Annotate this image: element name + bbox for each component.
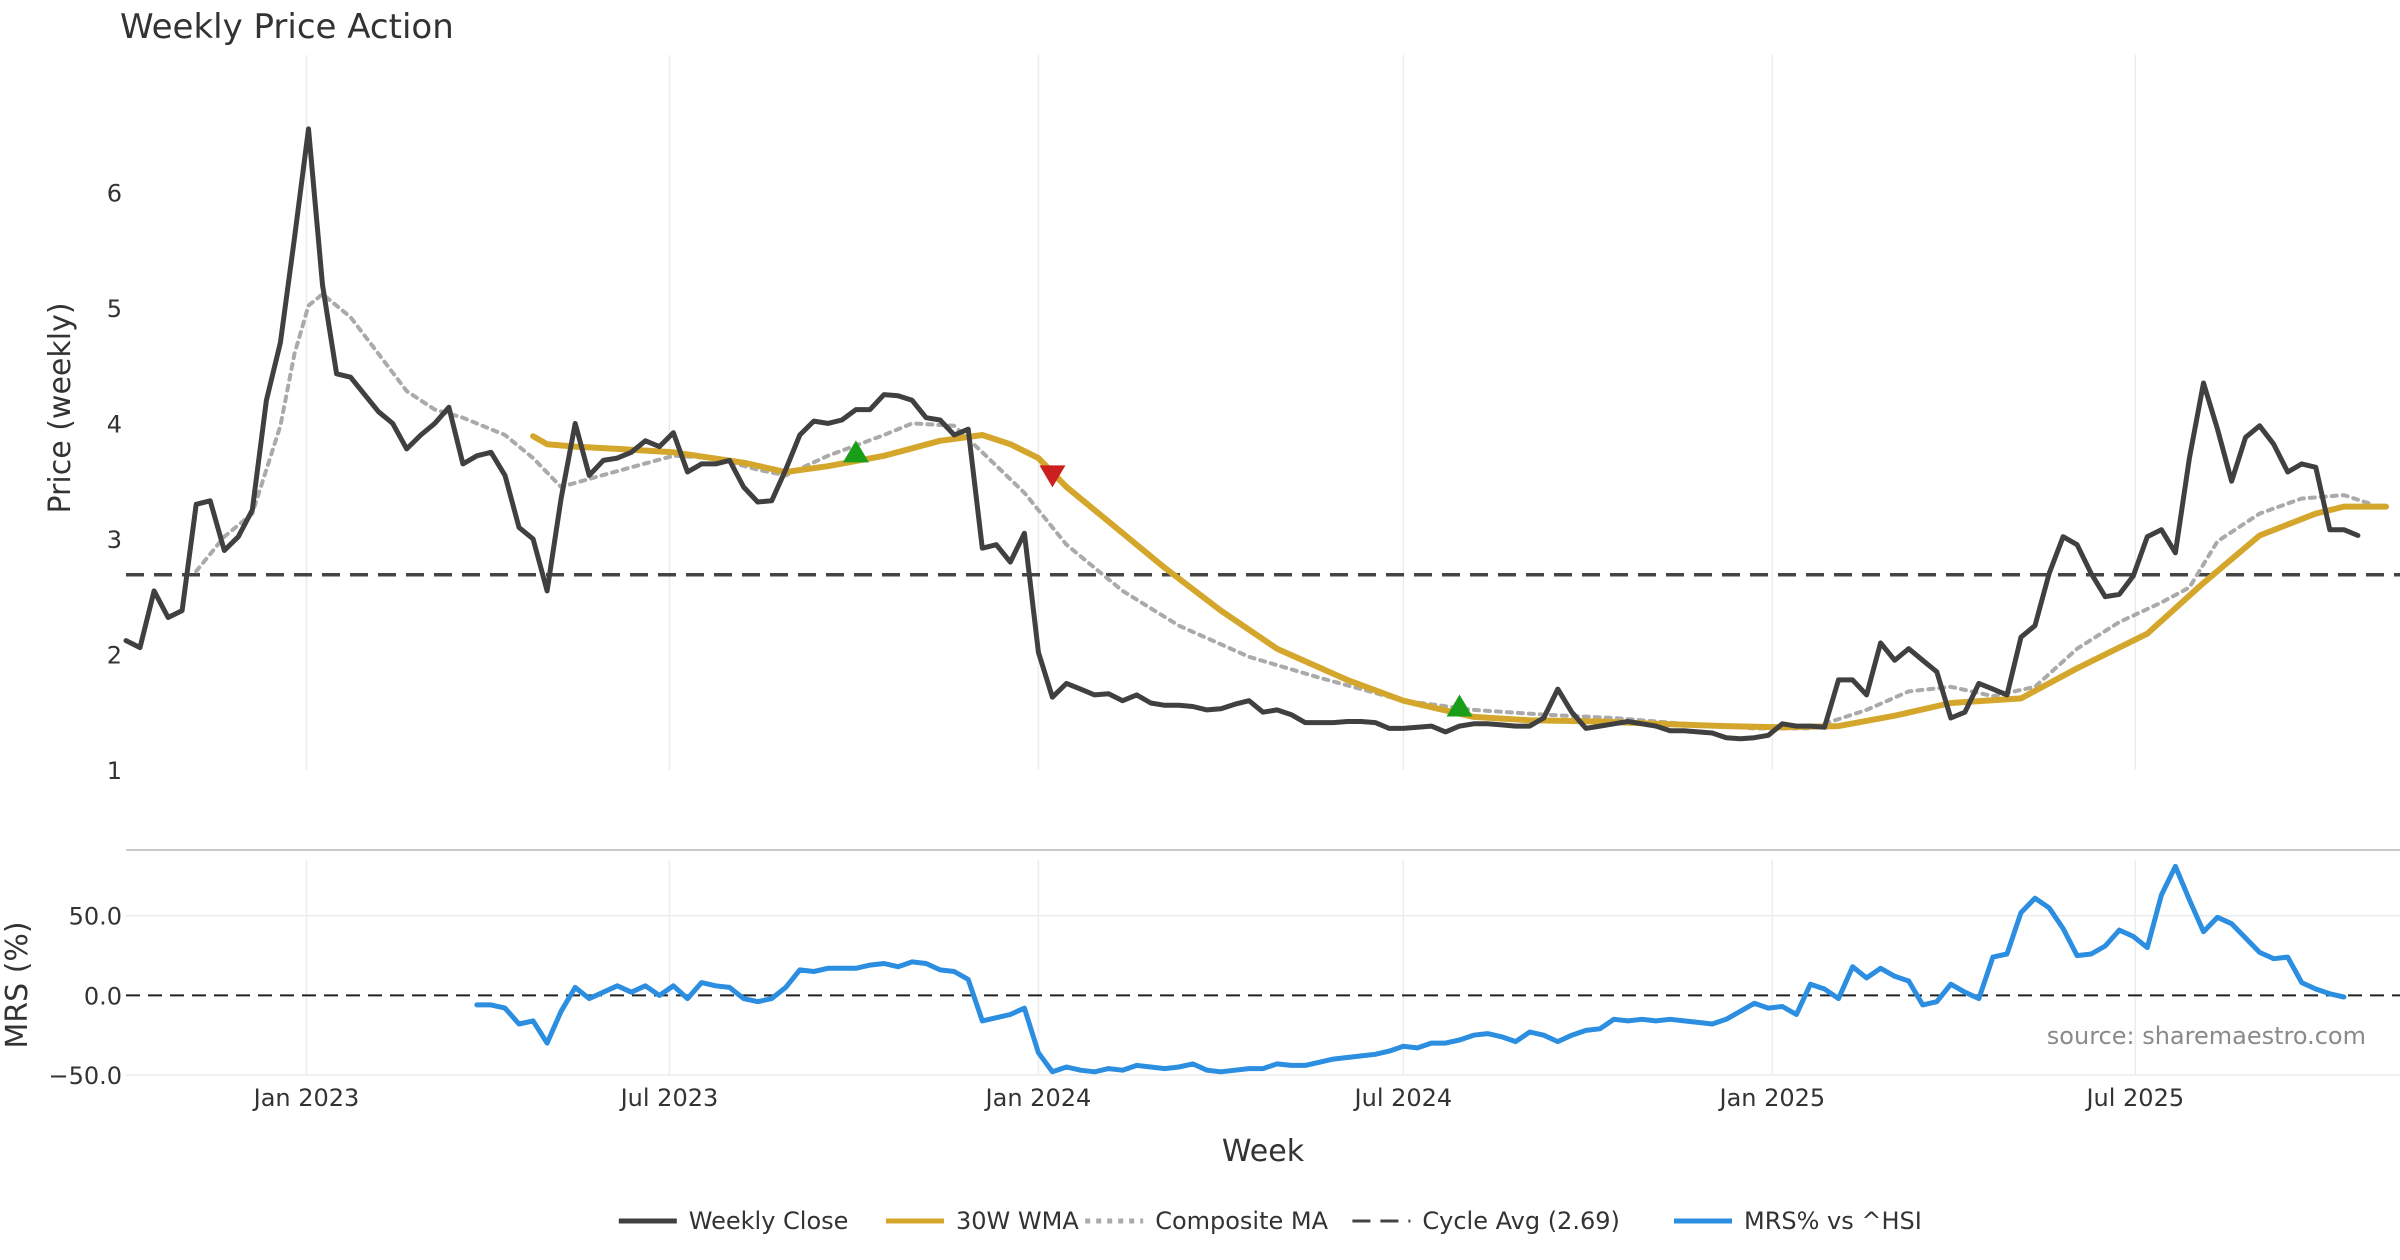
price-axis-label: Price (weekly) <box>43 302 78 513</box>
axes: Jan 2023 Jul 2023 Jan 2024 Jul 2024 Jan 2025… <box>48 179 2184 1112</box>
legend-label: MRS% vs ^HSI <box>1744 1207 1922 1235</box>
mrs-y-tick-label: 50.0 <box>69 903 122 931</box>
legend: Weekly Close 30W WMA Composite MA Cycle Avg… <box>618 1207 1922 1235</box>
legend-label: 30W WMA <box>956 1207 1079 1235</box>
price-y-tick-label: 6 <box>107 179 122 207</box>
price-y-tick-label: 1 <box>107 757 122 785</box>
price-series <box>123 126 2389 1075</box>
mrs-y-tick-label: −50.0 <box>48 1062 122 1090</box>
legend-label: Cycle Avg (2.69) <box>1422 1207 1619 1235</box>
mrs-axis-label: MRS (%) <box>0 921 35 1048</box>
x-tick-label: Jan 2023 <box>252 1084 360 1112</box>
x-tick-label: Jan 2025 <box>1717 1084 1825 1112</box>
x-tick-label: Jul 2024 <box>1353 1084 1453 1112</box>
signal-markers <box>842 440 1473 717</box>
buy-signal-marker <box>842 440 869 463</box>
series-line-mrs-vs-hsi <box>474 863 2347 1075</box>
x-axis-label: Week <box>1222 1134 1305 1169</box>
x-tick-label: Jul 2025 <box>2084 1084 2184 1112</box>
series-line-composite-ma <box>194 292 2374 731</box>
legend-label: Composite MA <box>1155 1207 1328 1235</box>
x-tick-label: Jan 2024 <box>984 1084 1092 1112</box>
series-line-30w-wma <box>530 432 2389 731</box>
series-line-weekly-close <box>123 126 2361 742</box>
price-y-tick-label: 3 <box>107 526 122 554</box>
price-y-tick-label: 4 <box>107 410 122 438</box>
buy-signal-marker <box>1446 694 1473 717</box>
sell-signal-marker <box>1039 465 1066 488</box>
legend-label: Weekly Close <box>689 1207 849 1235</box>
cycle-avg-line <box>126 573 2400 997</box>
price-y-tick-label: 5 <box>107 295 122 323</box>
source-note: source: sharemaestro.com <box>2047 1022 2366 1050</box>
chart-title: Weekly Price Action <box>120 7 454 47</box>
mrs-y-tick-label: 0.0 <box>84 982 122 1010</box>
price-y-tick-label: 2 <box>107 641 122 669</box>
x-tick-label: Jul 2023 <box>619 1084 719 1112</box>
